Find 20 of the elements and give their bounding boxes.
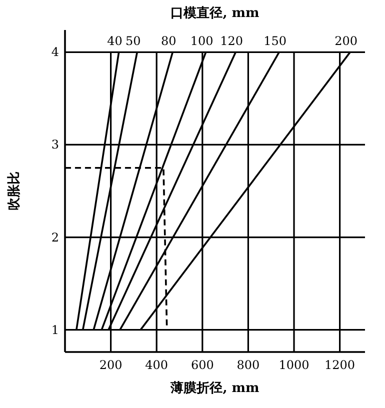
x-axis-title: 薄膜折径, mm [170,380,260,396]
series-label: 50 [125,34,141,48]
x-tick-label: 800 [236,358,260,372]
y-tick-label: 2 [51,230,59,244]
series-label: 120 [220,34,244,48]
x-tick-label: 200 [99,358,122,372]
x-tick-label: 1200 [324,358,356,372]
y-tick-label: 3 [51,138,59,152]
series-label: 100 [190,34,214,48]
y-axis-title: 吹胀比 [7,172,22,210]
x-tick-label: 400 [145,358,168,372]
chart-title: 口模直径, mm [170,6,260,21]
x-tick-label: 600 [190,358,214,372]
series-label: 150 [264,34,287,48]
y-tick-label: 1 [51,322,59,337]
y-tick-label: 4 [51,45,60,60]
series-label: 200 [334,34,358,48]
series-label: 40 [107,34,122,48]
x-tick-label: 1000 [278,358,310,372]
series-label: 80 [160,34,176,48]
